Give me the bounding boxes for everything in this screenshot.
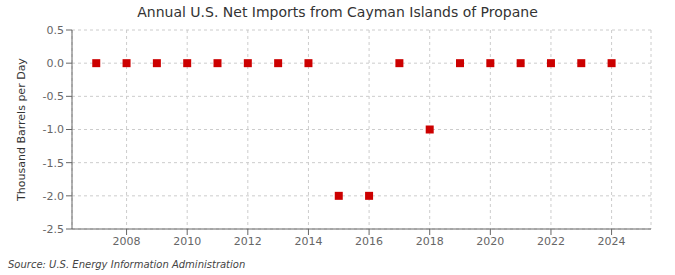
svg-text:-2.5: -2.5 [43, 223, 64, 236]
svg-text:2018: 2018 [416, 235, 444, 248]
svg-text:2014: 2014 [294, 235, 322, 248]
svg-text:-2.0: -2.0 [43, 190, 64, 203]
svg-text:2020: 2020 [476, 235, 504, 248]
html-text:Source: U.S. Energy Informatio: Source: U.S. Energy Information Administ… [8, 259, 246, 270]
svg-text:2008: 2008 [113, 235, 141, 248]
svg-text:-0.5: -0.5 [43, 90, 64, 103]
svg-text:0.5: 0.5 [47, 24, 65, 37]
svg-text:Thousand Barrels per Day: Thousand Barrels per Day [15, 58, 28, 202]
svg-text:2016: 2016 [355, 235, 383, 248]
svg-text:2022: 2022 [537, 235, 565, 248]
svg-text:2024: 2024 [598, 235, 626, 248]
svg-text:2010: 2010 [173, 235, 201, 248]
svg-text:2012: 2012 [234, 235, 262, 248]
svg-text:0.0: 0.0 [47, 57, 65, 70]
svg-text:-1.0: -1.0 [43, 123, 64, 136]
html-text:Annual U.S. Net Imports from C: Annual U.S. Net Imports from Cayman Isla… [137, 4, 538, 20]
svg-text:-1.5: -1.5 [43, 157, 64, 170]
